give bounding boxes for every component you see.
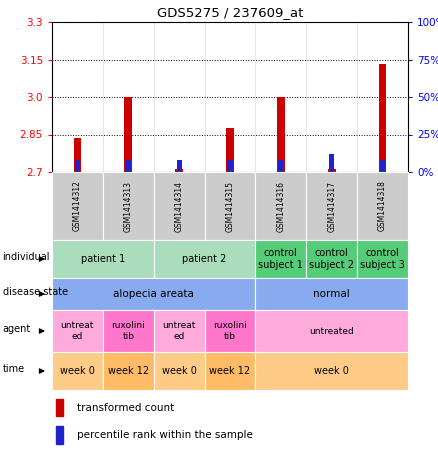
Text: GSM1414317: GSM1414317 (327, 180, 336, 231)
Bar (124, 96, 132, 172)
Text: alopecia areata: alopecia areata (113, 289, 194, 299)
Bar (329, 154, 334, 172)
Bar (379, 64, 386, 172)
Text: agent: agent (3, 324, 31, 334)
Title: GDS5275 / 237609_at: GDS5275 / 237609_at (157, 6, 303, 19)
Text: control
subject 3: control subject 3 (360, 248, 405, 270)
Text: patient 1: patient 1 (81, 254, 125, 264)
Text: GSM1414314: GSM1414314 (175, 180, 184, 231)
Text: GSM1414318: GSM1414318 (378, 181, 387, 231)
Text: untreat
ed: untreat ed (61, 321, 94, 341)
Text: GSM1414315: GSM1414315 (226, 180, 234, 231)
Text: control
subject 2: control subject 2 (309, 248, 354, 270)
Text: GSM1414312: GSM1414312 (73, 181, 82, 231)
Text: ruxolini
tib: ruxolini tib (111, 321, 145, 341)
Bar (177, 160, 182, 172)
Text: ruxolini
tib: ruxolini tib (213, 321, 247, 341)
Bar (56, 399, 63, 416)
Bar (56, 426, 63, 443)
Text: individual: individual (3, 252, 50, 262)
Bar (277, 96, 285, 172)
Text: disease state: disease state (3, 287, 68, 298)
Text: untreated: untreated (309, 327, 354, 336)
Text: week 12: week 12 (209, 366, 251, 376)
Bar (226, 128, 234, 172)
Text: control
subject 1: control subject 1 (258, 248, 303, 270)
Text: transformed count: transformed count (77, 403, 174, 413)
Bar (278, 160, 283, 172)
Text: untreat
ed: untreat ed (162, 321, 196, 341)
Bar (75, 160, 80, 172)
Text: percentile rank within the sample: percentile rank within the sample (77, 430, 253, 440)
Bar (227, 160, 233, 172)
Text: week 0: week 0 (314, 366, 349, 376)
Bar (74, 138, 81, 172)
Text: GSM1414313: GSM1414313 (124, 180, 133, 231)
Text: normal: normal (313, 289, 350, 299)
Text: GSM1414316: GSM1414316 (276, 180, 286, 231)
Text: week 12: week 12 (108, 366, 149, 376)
Bar (126, 160, 131, 172)
Bar (380, 160, 385, 172)
Text: patient 2: patient 2 (182, 254, 227, 264)
Bar (175, 169, 183, 172)
Text: week 0: week 0 (60, 366, 95, 376)
Text: time: time (3, 364, 25, 374)
Text: week 0: week 0 (162, 366, 197, 376)
Bar (328, 169, 336, 172)
